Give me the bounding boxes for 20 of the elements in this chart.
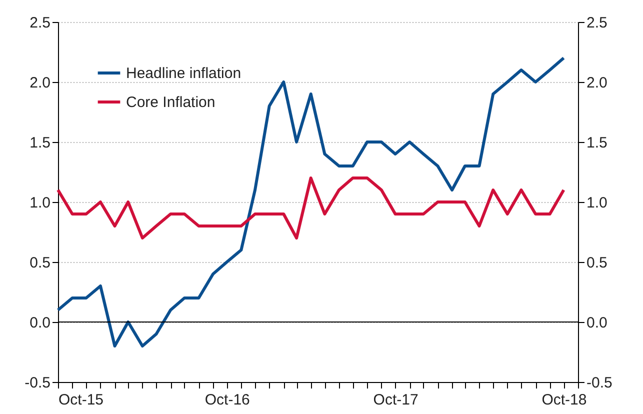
y2-tick-label: 1.0 [586,194,608,212]
x-tick-label: Oct-18 [542,392,587,408]
y-tick-label: 0.0 [30,314,50,332]
y2-tick-label: 2.0 [586,74,608,92]
y2-tick-label: 0.5 [586,254,608,272]
y-tick-label: 2.5 [30,14,50,32]
x-tick-label: Oct-15 [58,392,104,408]
legend-label: Headline inflation [126,65,242,82]
y-tick-label: 0.5 [30,254,50,272]
x-tick-label: Oct-16 [204,392,250,408]
y2-tick-label: -0.5 [586,374,612,392]
legend-label: Core Inflation [126,94,216,111]
y-tick-label: -0.5 [24,374,50,392]
y2-tick-label: 1.5 [586,134,608,152]
y2-tick-label: 2.5 [586,14,608,32]
y-tick-label: 1.0 [30,194,50,212]
y-tick-label: 2.0 [30,74,50,92]
y-tick-label: 1.5 [30,134,50,152]
y2-tick-label: 0.0 [586,314,608,332]
x-tick-label: Oct-17 [373,392,418,408]
